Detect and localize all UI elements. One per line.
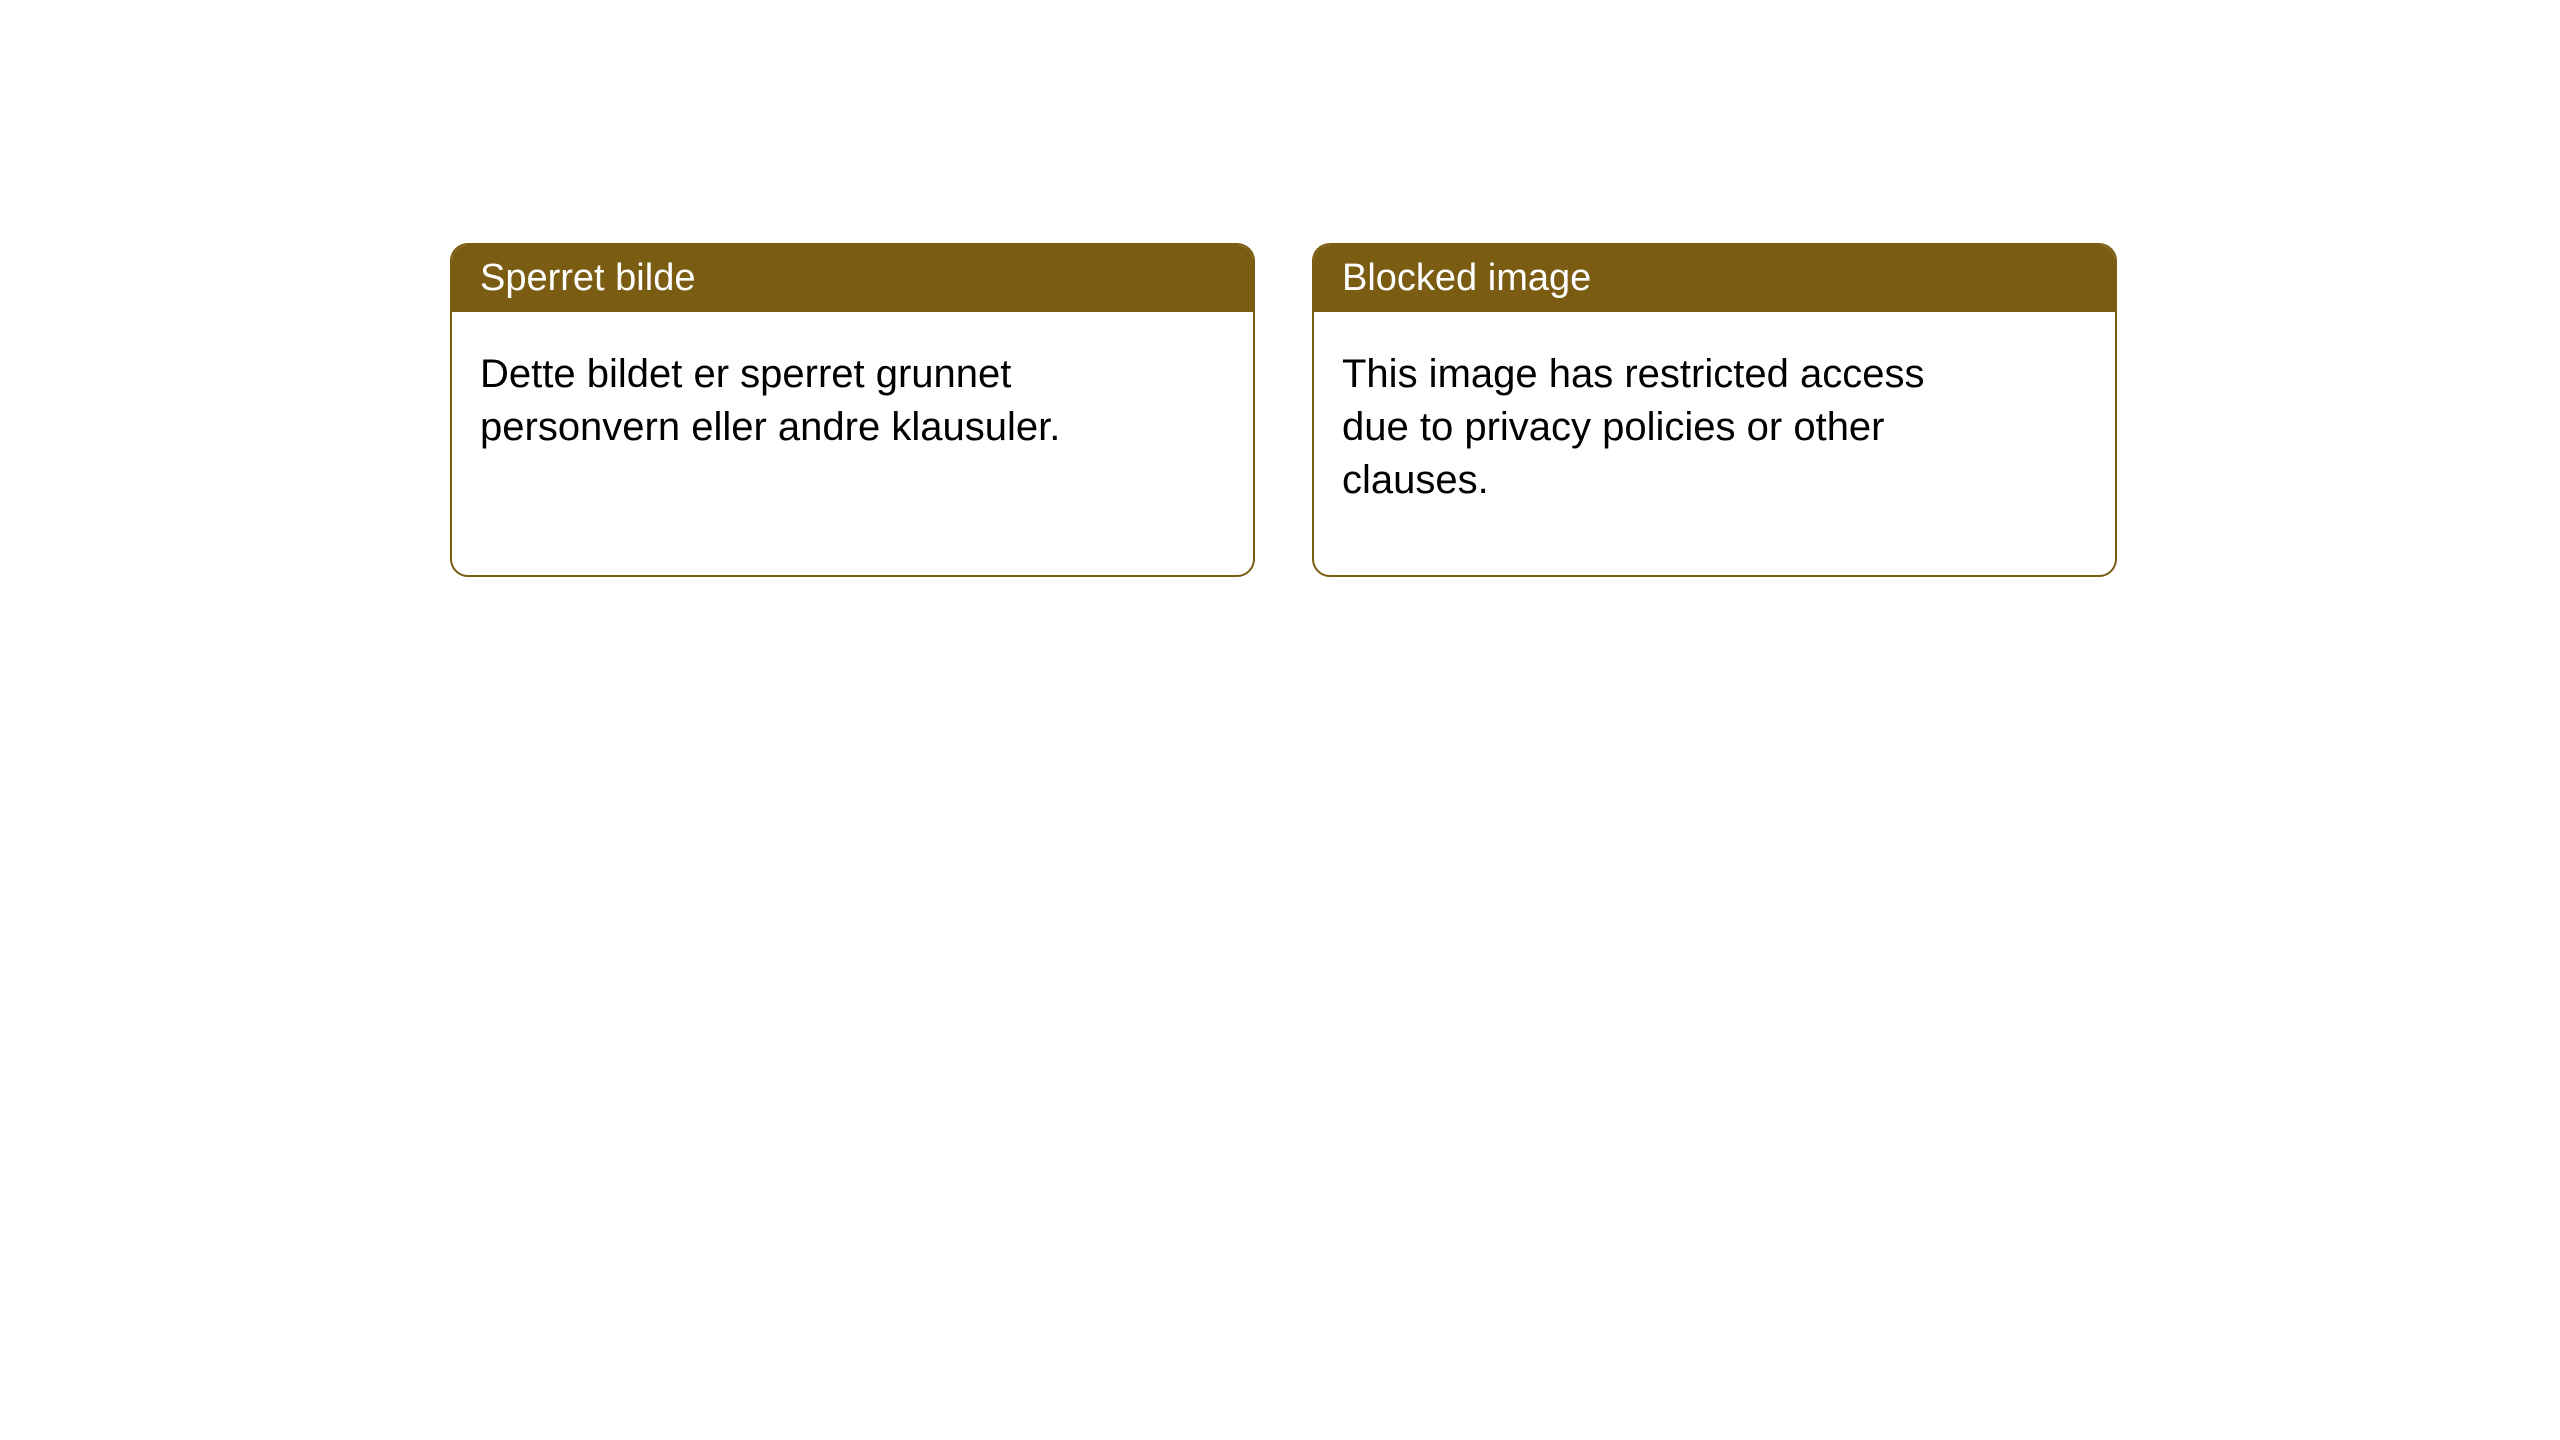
notice-body: Dette bildet er sperret grunnet personve… <box>452 312 1142 490</box>
notice-container: Sperret bilde Dette bildet er sperret gr… <box>450 243 2117 577</box>
notice-card-english: Blocked image This image has restricted … <box>1312 243 2117 577</box>
notice-title: Blocked image <box>1342 257 1591 299</box>
notice-body-text: This image has restricted access due to … <box>1342 352 1924 502</box>
notice-header: Sperret bilde <box>452 245 1253 312</box>
notice-header: Blocked image <box>1314 245 2115 312</box>
notice-body: This image has restricted access due to … <box>1314 312 2004 542</box>
notice-card-norwegian: Sperret bilde Dette bildet er sperret gr… <box>450 243 1255 577</box>
notice-title: Sperret bilde <box>480 257 695 299</box>
notice-body-text: Dette bildet er sperret grunnet personve… <box>480 352 1060 449</box>
